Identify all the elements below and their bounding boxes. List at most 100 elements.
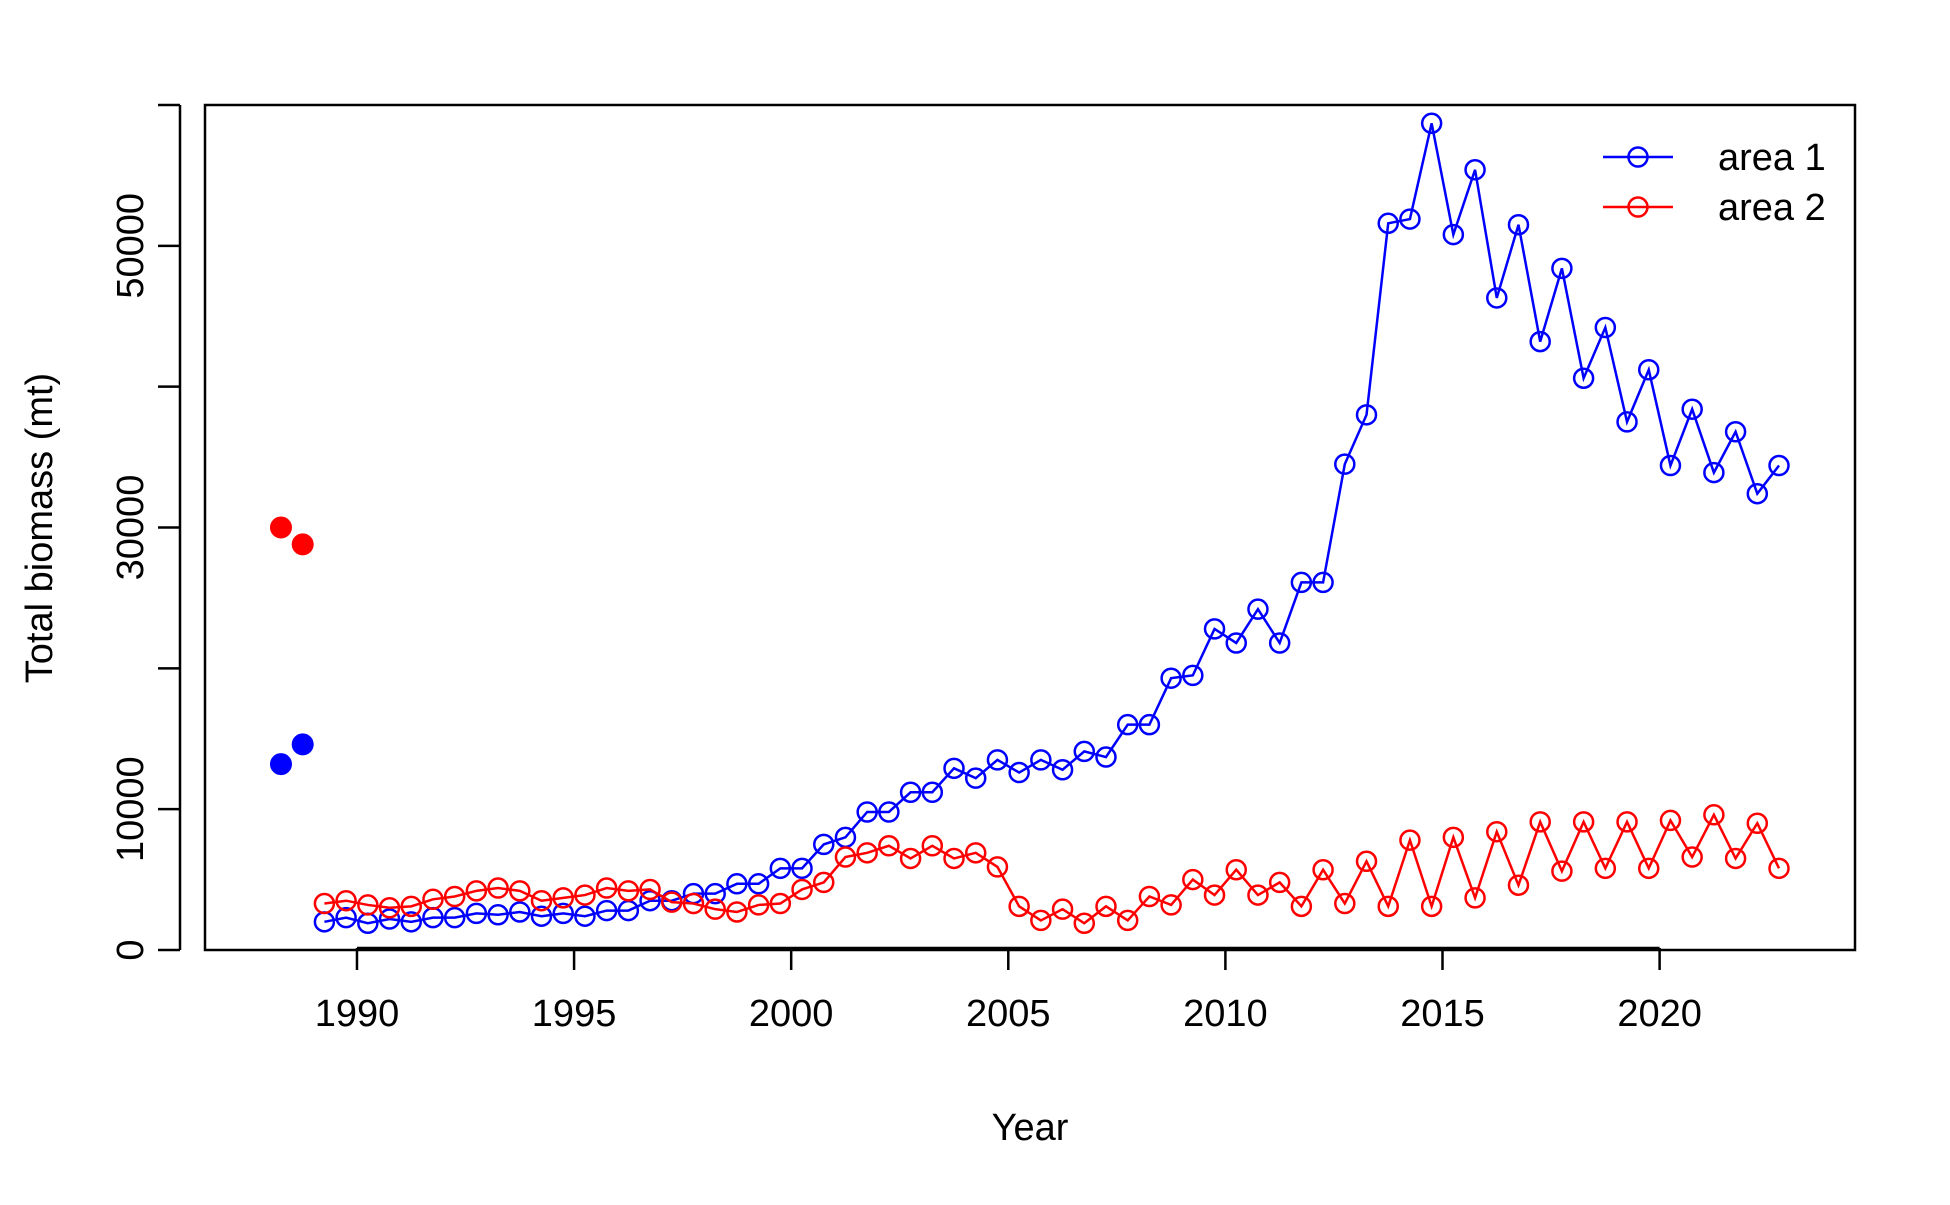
y-tick-label: 30000	[110, 475, 152, 581]
x-tick-label: 2005	[966, 993, 1051, 1035]
data-point	[487, 904, 509, 926]
data-point	[1681, 846, 1703, 868]
data-point	[1095, 895, 1117, 918]
data-point	[595, 899, 618, 922]
y-axis-title: Total biomass (mt)	[19, 373, 61, 683]
data-point	[378, 897, 401, 919]
x-axis-title: Year	[992, 1107, 1069, 1149]
data-point	[617, 880, 640, 902]
data-point	[1182, 664, 1204, 687]
data-point	[1073, 740, 1096, 763]
data-point	[1399, 208, 1421, 230]
data-point	[530, 889, 553, 912]
data-point	[1746, 482, 1769, 505]
data-point	[1420, 112, 1443, 135]
data-point	[1116, 713, 1139, 736]
data-point	[1203, 884, 1226, 906]
x-tick-label: 2020	[1617, 993, 1702, 1035]
axis-ticks: 1990 1995 2000 2005 2010 2015 2020 0 10000 30000 5…	[110, 103, 1702, 1035]
data-point	[509, 901, 531, 923]
filled-data-point	[291, 733, 314, 756]
data-point	[1030, 909, 1052, 932]
data-point	[899, 781, 922, 804]
data-point	[1638, 359, 1660, 381]
data-point	[1225, 632, 1247, 654]
legend-marker-area-1	[1627, 146, 1649, 168]
data-point	[1616, 411, 1638, 433]
data-point	[813, 871, 835, 894]
data-point	[1681, 398, 1703, 420]
data-point	[1334, 892, 1356, 915]
data-point	[1464, 159, 1486, 181]
data-point	[530, 905, 553, 927]
data-point	[747, 894, 770, 916]
x-tick-label: 1995	[532, 993, 617, 1035]
data-point	[878, 835, 900, 857]
data-point	[704, 882, 726, 905]
data-point	[1051, 758, 1074, 781]
data-point	[964, 842, 987, 864]
data-point	[661, 891, 683, 913]
data-point	[682, 892, 705, 915]
data-point	[921, 835, 944, 857]
y-tick-label: 50000	[110, 193, 152, 299]
data-point	[313, 892, 336, 915]
y-tick-label: 10000	[110, 756, 152, 862]
data-point	[1290, 895, 1313, 918]
data-point	[1659, 809, 1682, 832]
data-point	[509, 880, 531, 902]
series-line-area-2	[324, 812, 1781, 925]
data-point	[791, 857, 813, 880]
data-point	[747, 873, 770, 895]
x-tick-label: 1990	[315, 993, 400, 1035]
data-point	[1529, 330, 1551, 353]
data-point	[1442, 826, 1465, 849]
data-point	[1572, 367, 1595, 389]
data-point	[769, 857, 792, 880]
data-point	[943, 847, 965, 870]
data-point	[1355, 404, 1378, 426]
legend-label-area-1: area 1	[1718, 137, 1826, 179]
data-point	[813, 833, 835, 856]
data-point	[856, 842, 878, 864]
data-point	[1572, 811, 1595, 833]
data-point	[878, 801, 900, 823]
data-point	[465, 880, 488, 902]
initial-points-2	[269, 516, 314, 556]
data-point	[639, 878, 661, 901]
data-point	[1116, 909, 1139, 932]
data-point	[1355, 850, 1378, 873]
series-area-1	[313, 112, 1790, 934]
data-point	[791, 878, 813, 901]
data-point	[335, 889, 357, 912]
data-series	[269, 112, 1790, 934]
data-point	[1138, 885, 1161, 908]
x-tick-label: 2000	[749, 993, 834, 1035]
data-point	[487, 877, 509, 899]
data-point	[1442, 223, 1465, 246]
data-point	[1290, 571, 1313, 594]
data-point	[726, 873, 748, 895]
data-point	[964, 767, 987, 789]
x-tick-label: 2010	[1183, 993, 1268, 1035]
filled-data-point	[269, 753, 292, 776]
data-point	[1008, 895, 1030, 918]
data-point	[1616, 811, 1638, 833]
data-point	[899, 847, 922, 870]
data-point	[1724, 847, 1747, 870]
data-point	[1095, 746, 1117, 768]
data-point	[1377, 212, 1399, 235]
data-point	[639, 889, 661, 912]
data-point	[1464, 887, 1486, 909]
data-point	[1182, 868, 1204, 891]
x-tick-label: 2015	[1400, 993, 1485, 1035]
data-point	[1312, 571, 1334, 594]
plot-frame	[203, 103, 1857, 952]
data-point	[595, 877, 618, 899]
data-point	[1312, 858, 1334, 881]
data-point	[1377, 895, 1399, 918]
data-point	[834, 846, 857, 868]
data-point	[574, 884, 596, 906]
data-point	[443, 885, 466, 908]
data-point	[465, 902, 488, 925]
